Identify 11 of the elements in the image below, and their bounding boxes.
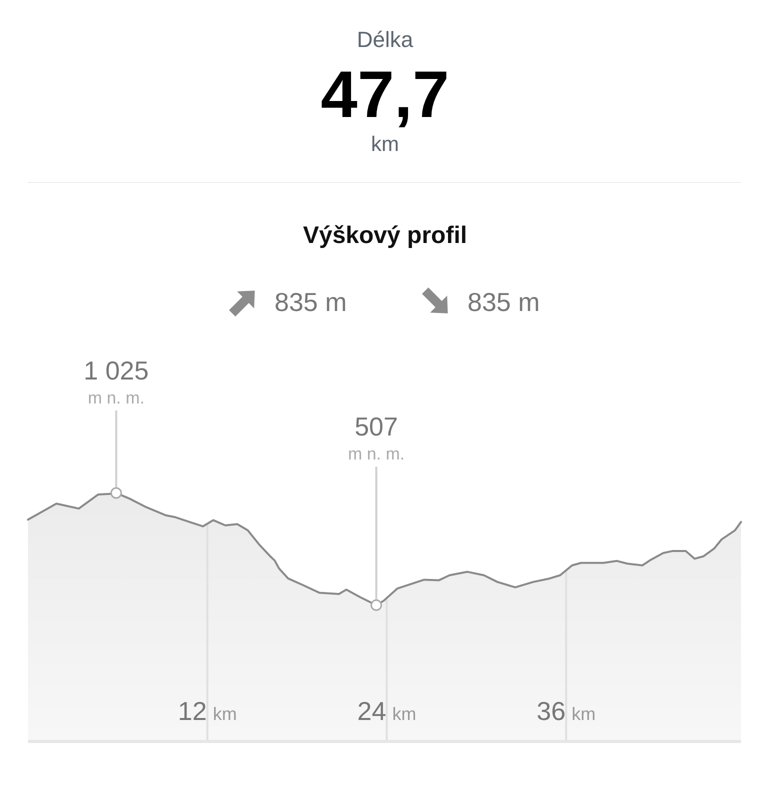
annotation: 1 025 m n. m. bbox=[84, 356, 149, 408]
text: 47,7 bbox=[320, 57, 450, 131]
text: 835 m bbox=[468, 287, 540, 317]
x-tick-label: 24 km bbox=[357, 696, 416, 726]
text: 835 m bbox=[274, 287, 347, 317]
text: Délka bbox=[356, 27, 414, 52]
annotation: 507 m n. m. bbox=[348, 412, 405, 464]
x-tick-label: 36 km bbox=[536, 696, 596, 726]
x-tick-label: 12 km bbox=[178, 696, 237, 726]
chart-title: Výškový profil bbox=[302, 222, 468, 249]
text: km bbox=[371, 133, 399, 156]
